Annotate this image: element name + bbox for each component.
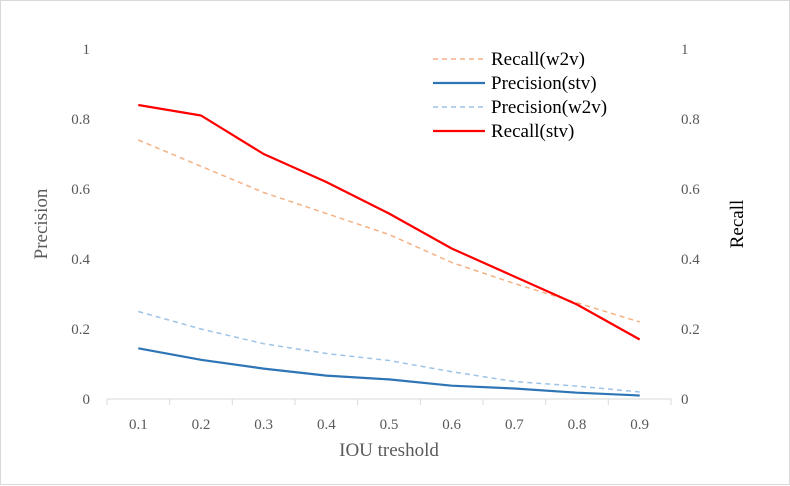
- y-tick-label: 0.6: [71, 182, 90, 198]
- x-tick-label: 0.5: [380, 417, 399, 433]
- y2-tick-label: 0.4: [681, 252, 700, 268]
- x-tick-label: 0.6: [442, 417, 461, 433]
- series-line-recall-w2v: [138, 139, 640, 323]
- x-tick-label: 0.7: [505, 417, 524, 433]
- x-tick-label: 0.9: [630, 417, 649, 433]
- y-tick-label: 0.8: [71, 112, 90, 128]
- y-axis-title: Precision: [31, 188, 52, 259]
- x-axis-title: IOU treshold: [339, 440, 439, 461]
- series-line-precision-w2v: [138, 310, 640, 393]
- y-tick-label: 0.4: [71, 252, 90, 268]
- x-tick-label: 0.8: [568, 417, 587, 433]
- legend-label: Precision(w2v): [491, 97, 607, 118]
- series-line-precision-stv: [138, 347, 640, 397]
- y2-tick-label: 0.8: [681, 112, 700, 128]
- legend-label: Recall(stv): [491, 121, 574, 142]
- legend-label: Precision(stv): [491, 73, 597, 94]
- y2-tick-label: 1: [681, 42, 689, 58]
- y2-tick-label: 0.2: [681, 322, 700, 338]
- y2-axis-title: Recall: [727, 200, 748, 249]
- x-tick-label: 0.2: [192, 417, 211, 433]
- series-line-recall-stv: [138, 103, 641, 341]
- y-tick-label: 1: [83, 42, 91, 58]
- y2-tick-label: 0.6: [681, 182, 700, 198]
- y-tick-label: 0: [83, 392, 91, 408]
- x-tick-label: 0.3: [254, 417, 273, 433]
- y2-tick-label: 0: [681, 392, 689, 408]
- y-tick-label: 0.2: [71, 322, 90, 338]
- legend-label: Recall(w2v): [491, 49, 585, 70]
- x-tick-label: 0.1: [129, 417, 148, 433]
- x-tick-label: 0.4: [317, 417, 336, 433]
